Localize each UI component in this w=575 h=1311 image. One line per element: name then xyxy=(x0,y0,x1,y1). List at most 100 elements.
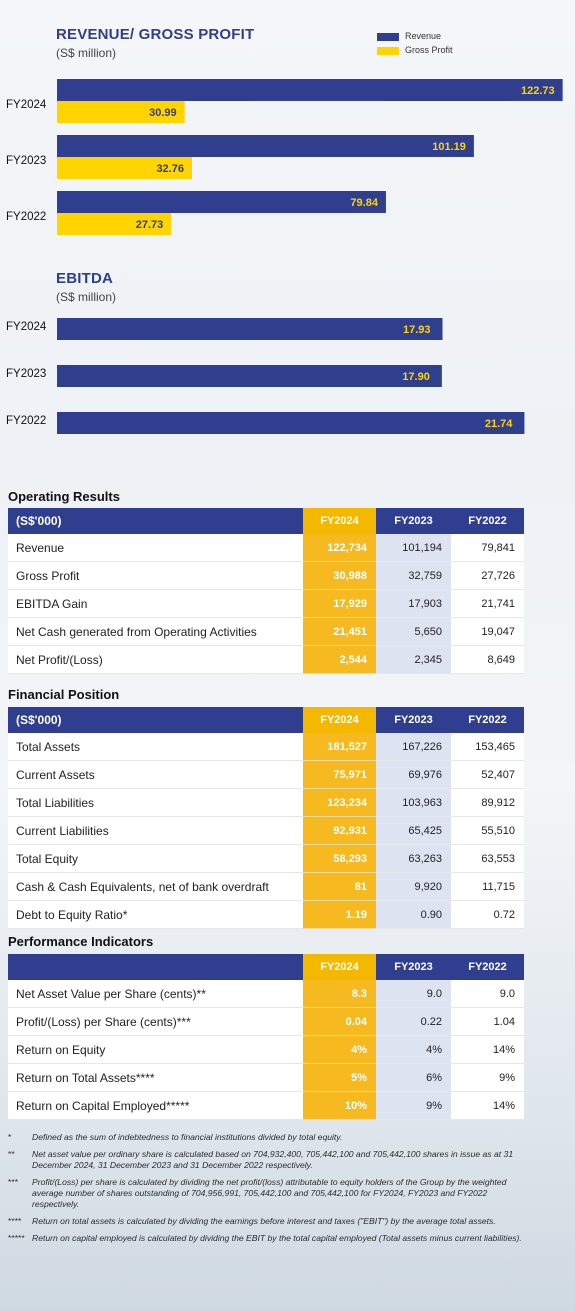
row-label: Return on Equity xyxy=(8,1035,303,1064)
header-unit xyxy=(8,954,303,980)
row-label: Net Asset Value per Share (cents)** xyxy=(8,980,303,1008)
value-fy2023: 9% xyxy=(376,1091,451,1120)
legend-label-gross-profit: Gross Profit xyxy=(405,45,453,55)
header-fy2023: FY2023 xyxy=(376,508,451,534)
row-label: Return on Total Assets**** xyxy=(8,1063,303,1092)
value-fy2024: 181,527 xyxy=(303,733,376,761)
footnote: ** Net asset value per ordinary share is … xyxy=(8,1149,528,1171)
table-row: Total Equity 58,293 63,263 63,553 xyxy=(8,844,524,873)
revenue-chart-title: REVENUE/ GROSS PROFIT xyxy=(56,26,255,43)
data-label: 79.84 xyxy=(350,197,378,209)
header-fy2024: FY2024 xyxy=(303,707,376,733)
value-fy2023: 101,194 xyxy=(376,534,451,562)
value-fy2022: 9.0 xyxy=(451,980,524,1008)
data-label: 32.76 xyxy=(156,163,184,175)
table-header-row: FY2024 FY2023 FY2022 xyxy=(8,954,524,980)
value-fy2024: 5% xyxy=(303,1063,376,1092)
data-label: 17.93 xyxy=(403,324,431,336)
value-fy2023: 63,263 xyxy=(376,844,451,873)
value-fy2022: 9% xyxy=(451,1063,524,1092)
value-fy2022: 27,726 xyxy=(451,561,524,590)
table-row: Gross Profit 30,988 32,759 27,726 xyxy=(8,561,524,590)
footnote-text: Net asset value per ordinary share is ca… xyxy=(32,1149,514,1170)
revenue-bar xyxy=(57,191,386,213)
row-label: Profit/(Loss) per Share (cents)*** xyxy=(8,1007,303,1036)
value-fy2023: 0.22 xyxy=(376,1007,451,1036)
table-row: Profit/(Loss) per Share (cents)*** 0.04 0.… xyxy=(8,1007,524,1036)
row-label: Return on Capital Employed***** xyxy=(8,1091,303,1120)
row-label: Total Liabilities xyxy=(8,788,303,817)
table-row: Total Assets 181,527 167,226 153,465 xyxy=(8,733,524,761)
value-fy2022: 52,407 xyxy=(451,760,524,789)
legend-swatch-gross-profit xyxy=(377,46,399,55)
value-fy2022: 89,912 xyxy=(451,788,524,817)
row-label: Cash & Cash Equivalents, net of bank ove… xyxy=(8,872,303,901)
table-row: Debt to Equity Ratio* 1.19 0.90 0.72 xyxy=(8,900,524,929)
footnote-marker: ***** xyxy=(8,1233,25,1243)
value-fy2022: 153,465 xyxy=(451,733,524,761)
value-fy2022: 21,741 xyxy=(451,589,524,618)
revenue-bar xyxy=(57,79,563,101)
value-fy2022: 14% xyxy=(451,1091,524,1120)
footnotes: * Defined as the sum of indebtedness to f… xyxy=(8,1132,528,1250)
value-fy2023: 9,920 xyxy=(376,872,451,901)
gross-profit-bar xyxy=(57,157,192,179)
row-label: Total Equity xyxy=(8,844,303,873)
row-label: Net Profit/(Loss) xyxy=(8,645,303,674)
value-fy2023: 17,903 xyxy=(376,589,451,618)
data-label: 17.90 xyxy=(402,371,430,383)
value-fy2023: 65,425 xyxy=(376,816,451,845)
table-header-row: (S$'000) FY2024 FY2023 FY2022 xyxy=(8,508,524,534)
header-fy2023: FY2023 xyxy=(376,954,451,980)
header-fy2022: FY2022 xyxy=(451,707,524,733)
footnote: **** Return on total assets is calculated… xyxy=(8,1216,528,1227)
value-fy2024: 0.04 xyxy=(303,1007,376,1036)
row-label: Net Cash generated from Operating Activi… xyxy=(8,617,303,646)
header-unit: (S$'000) xyxy=(8,508,303,534)
revenue-bar xyxy=(57,135,474,157)
category-label: FY2023 xyxy=(6,155,46,167)
table-row: Return on Capital Employed***** 10% 9% 14% xyxy=(8,1091,524,1120)
performance-indicators-table: FY2024 FY2023 FY2022 Net Asset Value per… xyxy=(8,954,524,1120)
value-fy2022: 19,047 xyxy=(451,617,524,646)
value-fy2024: 2,544 xyxy=(303,645,376,674)
ebitda-bar xyxy=(57,318,443,340)
value-fy2022: 63,553 xyxy=(451,844,524,873)
table-header-row: (S$'000) FY2024 FY2023 FY2022 xyxy=(8,707,524,733)
table-row: Current Liabilities 92,931 65,425 55,510 xyxy=(8,816,524,845)
value-fy2023: 0.90 xyxy=(376,900,451,929)
legend-label-revenue: Revenue xyxy=(405,31,442,41)
value-fy2024: 1.19 xyxy=(303,900,376,929)
ebitda-bar xyxy=(57,412,525,434)
value-fy2022: 79,841 xyxy=(451,534,524,562)
category-label: FY2024 xyxy=(6,99,47,111)
value-fy2022: 1.04 xyxy=(451,1007,524,1036)
value-fy2023: 6% xyxy=(376,1063,451,1092)
category-label: FY2022 xyxy=(6,415,46,427)
ebitda-chart-title: EBITDA xyxy=(56,270,114,287)
gross-profit-bar xyxy=(57,101,185,123)
ebitda-chart: FY2024 17.93 FY2023 17.90 FY2022 21.74 xyxy=(6,318,525,434)
row-label: Debt to Equity Ratio* xyxy=(8,900,303,929)
header-fy2024: FY2024 xyxy=(303,954,376,980)
value-fy2024: 92,931 xyxy=(303,816,376,845)
header-fy2023: FY2023 xyxy=(376,707,451,733)
footnote-marker: **** xyxy=(8,1216,22,1226)
value-fy2023: 32,759 xyxy=(376,561,451,590)
value-fy2023: 69,976 xyxy=(376,760,451,789)
value-fy2023: 4% xyxy=(376,1035,451,1064)
table-row: Cash & Cash Equivalents, net of bank ove… xyxy=(8,872,524,901)
performance-indicators-title: Performance Indicators xyxy=(8,934,154,949)
value-fy2023: 167,226 xyxy=(376,733,451,761)
value-fy2022: 0.72 xyxy=(451,900,524,929)
value-fy2022: 55,510 xyxy=(451,816,524,845)
value-fy2024: 8.3 xyxy=(303,980,376,1008)
header-unit: (S$'000) xyxy=(8,707,303,733)
row-label: Gross Profit xyxy=(8,561,303,590)
value-fy2024: 30,988 xyxy=(303,561,376,590)
table-row: Net Asset Value per Share (cents)** 8.3 9.… xyxy=(8,980,524,1008)
value-fy2023: 9.0 xyxy=(376,980,451,1008)
value-fy2024: 123,234 xyxy=(303,788,376,817)
value-fy2024: 81 xyxy=(303,872,376,901)
table-row: Total Liabilities 123,234 103,963 89,912 xyxy=(8,788,524,817)
